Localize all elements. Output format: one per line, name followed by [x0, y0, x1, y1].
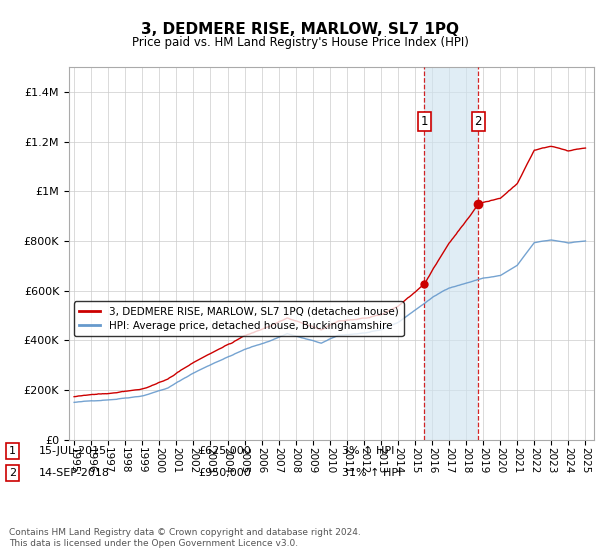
- Bar: [424, 67, 478, 440]
- Text: Contains HM Land Registry data © Crown copyright and database right 2024.
This d: Contains HM Land Registry data © Crown c…: [9, 528, 361, 548]
- Text: 14-SEP-2018: 14-SEP-2018: [39, 468, 110, 478]
- Text: 3, DEDMERE RISE, MARLOW, SL7 1PQ: 3, DEDMERE RISE, MARLOW, SL7 1PQ: [141, 22, 459, 38]
- Text: Price paid vs. HM Land Registry's House Price Index (HPI): Price paid vs. HM Land Registry's House …: [131, 36, 469, 49]
- Text: 1: 1: [9, 446, 16, 456]
- Text: 31% ↑ HPI: 31% ↑ HPI: [342, 468, 401, 478]
- Legend: 3, DEDMERE RISE, MARLOW, SL7 1PQ (detached house), HPI: Average price, detached : 3, DEDMERE RISE, MARLOW, SL7 1PQ (detach…: [74, 301, 404, 336]
- Text: £950,000: £950,000: [198, 468, 251, 478]
- Text: 2: 2: [475, 115, 482, 128]
- Text: 1: 1: [421, 115, 428, 128]
- Text: 2: 2: [9, 468, 16, 478]
- Text: £625,000: £625,000: [198, 446, 251, 456]
- Text: 3% ↑ HPI: 3% ↑ HPI: [342, 446, 394, 456]
- Text: 15-JUL-2015: 15-JUL-2015: [39, 446, 107, 456]
